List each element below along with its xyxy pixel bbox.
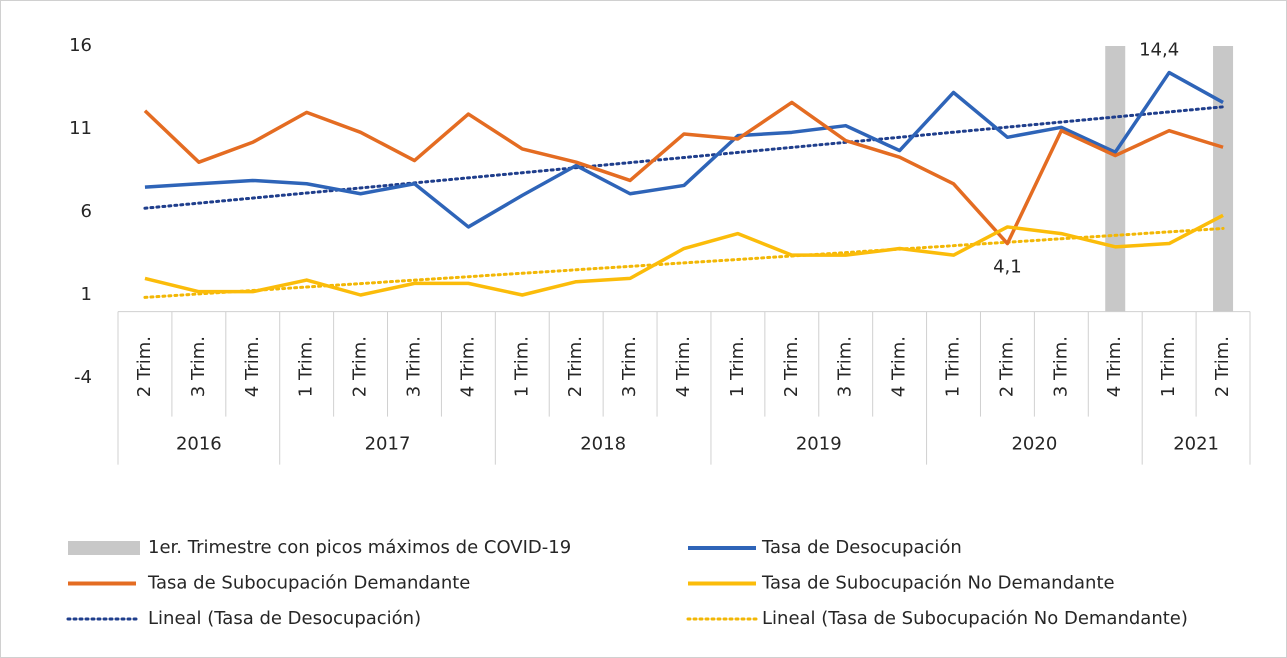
group-label: 2018: [580, 434, 626, 455]
x-tick-label: 2 Trim.: [996, 336, 1017, 397]
group-label: 2021: [1173, 434, 1219, 455]
x-tick-label: 1 Trim.: [511, 336, 532, 397]
x-tick-label: 3 Trim.: [619, 336, 640, 397]
group-label: 2019: [796, 434, 842, 455]
x-tick-label: 2 Trim.: [1212, 336, 1233, 397]
x-tick-label: 1 Trim.: [1158, 336, 1179, 397]
y-tick-label: 11: [69, 118, 92, 139]
legend-swatch: [68, 541, 140, 555]
group-label: 2017: [365, 434, 411, 455]
x-tick-label: 4 Trim.: [242, 336, 263, 397]
y-tick-label: -4: [74, 367, 92, 388]
legend-label: Tasa de Subocupación Demandante: [147, 573, 470, 594]
group-label: 2016: [176, 434, 222, 455]
x-tick-label: 2 Trim.: [350, 336, 371, 397]
x-tick-label: 4 Trim.: [457, 336, 478, 397]
y-tick-label: 1: [81, 284, 92, 305]
x-tick-label: 4 Trim.: [889, 336, 910, 397]
data-label: 4,1: [993, 257, 1022, 278]
legend-label: 1er. Trimestre con picos máximos de COVI…: [148, 537, 571, 558]
legend-label: Lineal (Tasa de Subocupación No Demandan…: [762, 608, 1188, 629]
line-series: [144, 213, 1224, 297]
x-tick-label: 2 Trim.: [134, 336, 155, 397]
x-tick-label: 3 Trim.: [835, 336, 856, 397]
x-tick-label: 3 Trim.: [1050, 336, 1071, 397]
x-tick-label: 4 Trim.: [1104, 336, 1125, 397]
x-tick-label: 1 Trim.: [296, 336, 317, 397]
x-tick-label: 2 Trim.: [565, 336, 586, 397]
x-tick-label: 1 Trim.: [727, 336, 748, 397]
x-tick-label: 1 Trim.: [943, 336, 964, 397]
legend-label: Tasa de Desocupación: [761, 537, 962, 558]
line-series: [144, 70, 1224, 229]
line-series: [143, 100, 1224, 246]
y-tick-label: 16: [69, 35, 92, 56]
x-tick-label: 2 Trim.: [781, 336, 802, 397]
x-tick-label: 3 Trim.: [403, 336, 424, 397]
group-label: 2020: [1011, 434, 1057, 455]
data-label: 14,4: [1139, 40, 1179, 61]
x-tick-label: 4 Trim.: [673, 336, 694, 397]
x-tick-label: 3 Trim.: [188, 336, 209, 397]
trendline: [143, 105, 1225, 210]
legend-label: Tasa de Subocupación No Demandante: [761, 573, 1115, 594]
legend-label: Lineal (Tasa de Desocupación): [148, 608, 421, 629]
covid-bar: [1213, 46, 1234, 312]
covid-bar: [1105, 46, 1126, 312]
y-tick-label: 6: [81, 201, 92, 222]
